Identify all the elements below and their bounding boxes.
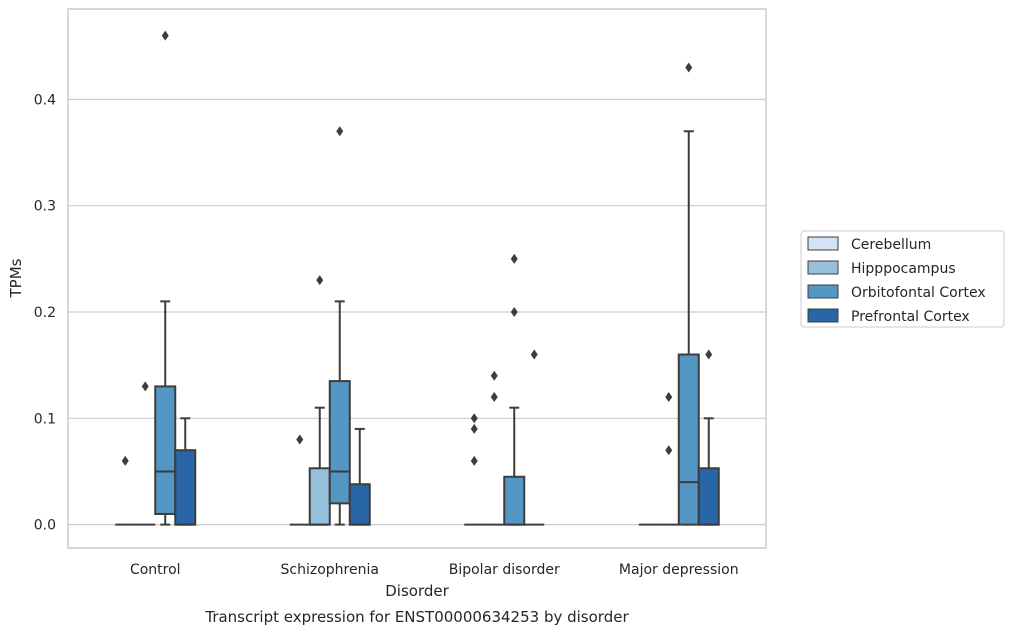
- box-group: [289, 434, 310, 526]
- box-group: [524, 349, 545, 526]
- legend-swatch: [807, 284, 839, 299]
- figure-caption: Transcript expression for ENST0000063425…: [204, 608, 629, 626]
- x-axis-title: Disorder: [385, 582, 449, 600]
- box-group: [308, 275, 331, 526]
- box-iqr: [677, 353, 700, 526]
- outlier-point: [510, 253, 518, 264]
- outlier-point: [316, 275, 324, 286]
- box-group: [328, 126, 351, 526]
- box-group: [658, 392, 679, 526]
- x-tick-labels: Control Schizophrenia Bipolar disorder Majo…: [130, 562, 739, 578]
- outlier-point: [530, 349, 538, 360]
- box-iqr: [503, 475, 526, 526]
- outlier-point: [470, 455, 478, 466]
- box-iqr: [348, 483, 371, 526]
- outlier-point: [490, 392, 498, 403]
- legend-frame: [800, 230, 1005, 328]
- x-tick-label: Major depression: [619, 562, 739, 578]
- box-group: [174, 417, 197, 526]
- box-group: [154, 30, 177, 526]
- legend-label: Cerebellum: [851, 237, 931, 253]
- x-tick-label: Bipolar disorder: [449, 562, 560, 578]
- box-group: [115, 455, 136, 526]
- y-tick-label: 0.2: [34, 305, 56, 321]
- box-group: [677, 62, 700, 526]
- box-group: [503, 253, 526, 526]
- outlier-point: [685, 62, 693, 73]
- outlier-point: [665, 445, 673, 456]
- legend-swatch: [807, 236, 839, 251]
- box-group: [697, 349, 720, 526]
- legend-label: Orbitofontal Cortex: [851, 285, 986, 301]
- outlier-point: [470, 423, 478, 434]
- outlier-point: [161, 30, 169, 41]
- legend-label: Hipppocampus: [851, 261, 956, 277]
- box-group: [484, 370, 505, 526]
- box-plots: [115, 30, 720, 526]
- y-axis-title: TPMs: [7, 258, 25, 298]
- plot-frame: [67, 8, 767, 549]
- box-iqr: [154, 385, 177, 515]
- box-group: [135, 381, 156, 526]
- y-tick-labels: 0.0 0.1 0.2 0.3 0.4: [34, 92, 56, 533]
- outlier-point: [490, 370, 498, 381]
- box-iqr: [328, 380, 351, 505]
- box-group: [348, 427, 371, 526]
- x-tick-label: Schizophrenia: [281, 562, 379, 578]
- y-tick-label: 0.1: [34, 411, 56, 427]
- legend-swatch: [807, 308, 839, 323]
- box-iqr: [308, 467, 331, 526]
- outlier-point: [705, 349, 713, 360]
- outlier-point: [336, 126, 344, 137]
- y-tick-label: 0.4: [34, 92, 56, 108]
- legend: Cerebellum Hipppocampus Orbitofontal Corte…: [800, 230, 1005, 328]
- legend-label: Prefrontal Cortex: [851, 309, 970, 325]
- box-iqr: [174, 449, 197, 526]
- x-tick-label: Control: [130, 562, 181, 578]
- box-group: [464, 413, 485, 526]
- y-tick-label: 0.3: [34, 199, 56, 215]
- outlier-point: [510, 306, 518, 317]
- legend-swatch: [807, 260, 839, 275]
- outlier-point: [665, 392, 673, 403]
- outlier-point: [121, 455, 129, 466]
- outlier-point: [470, 413, 478, 424]
- outlier-point: [296, 434, 304, 445]
- outlier-point: [141, 381, 149, 392]
- box-iqr: [697, 467, 720, 526]
- y-tick-label: 0.0: [34, 518, 56, 534]
